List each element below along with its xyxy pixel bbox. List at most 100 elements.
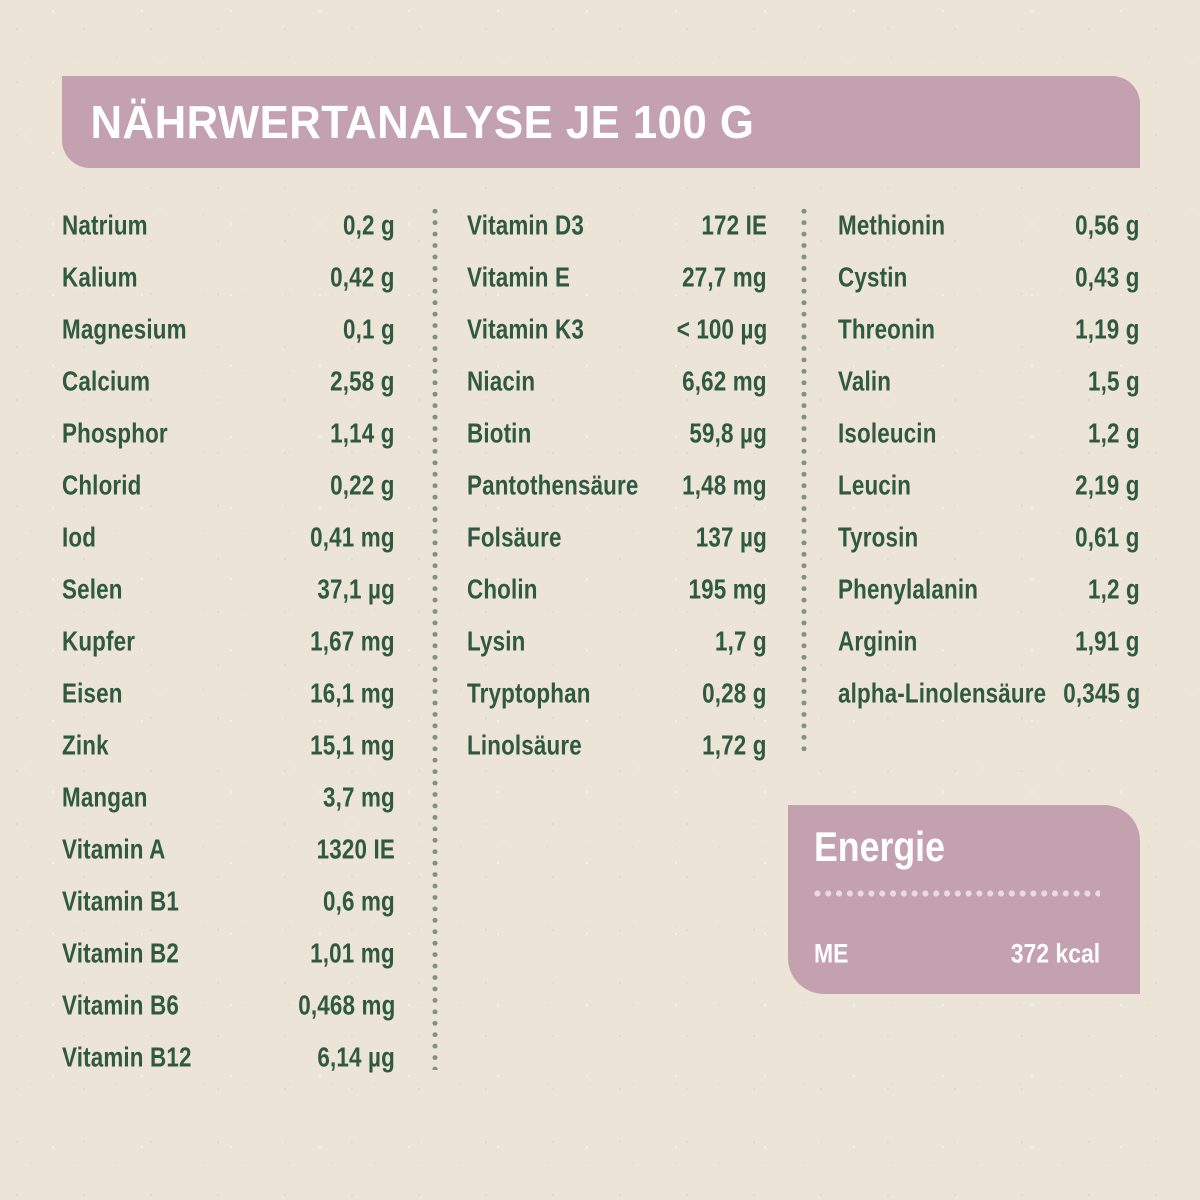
nutrient-name: Threonin [838, 313, 936, 345]
nutrient-value: 1,2 g [1088, 573, 1140, 605]
nutrient-name: Valin [838, 365, 892, 397]
nutrient-name: Chlorid [62, 469, 142, 501]
nutrient-value: 0,61 g [1075, 521, 1140, 553]
energy-row: ME 372 kcal [814, 939, 1100, 969]
nutrient-value: 27,7 mg [682, 261, 767, 293]
table-row: Cystin 0,43 g [838, 252, 1140, 304]
table-row: Niacin 6,62 mg [467, 356, 767, 408]
nutrient-name: Tyrosin [838, 521, 919, 553]
table-row: Kupfer 1,67 mg [62, 616, 395, 668]
table-row: Chlorid 0,22 g [62, 460, 395, 512]
nutrient-value: 0,2 g [343, 209, 395, 241]
nutrient-value: 1,01 mg [310, 937, 395, 969]
nutrient-name: Cholin [467, 573, 538, 605]
table-row: Biotin 59,8 µg [467, 408, 767, 460]
table-row: Vitamin K3 < 100 µg [467, 304, 767, 356]
table-row: Kalium 0,42 g [62, 252, 395, 304]
dotted-separator-1 [432, 208, 438, 1070]
nutrient-value: 0,6 mg [323, 885, 395, 917]
table-row: Isoleucin 1,2 g [838, 408, 1140, 460]
nutrient-name: Vitamin B12 [62, 1041, 192, 1073]
nutrient-name: Linolsäure [467, 729, 582, 761]
table-row: Vitamin B6 0,468 mg [62, 980, 395, 1032]
nutrient-value: 1,67 mg [310, 625, 395, 657]
nutrient-value: 0,1 g [343, 313, 395, 345]
table-row: Pantothensäure 1,48 mg [467, 460, 767, 512]
nutrient-name: Phenylalanin [838, 573, 979, 605]
table-row: Phosphor 1,14 g [62, 408, 395, 460]
nutrient-name: Niacin [467, 365, 536, 397]
nutrient-value: 1,14 g [330, 417, 395, 449]
table-row: Cholin 195 mg [467, 564, 767, 616]
nutrient-name: Vitamin B2 [62, 937, 179, 969]
table-row: Tyrosin 0,61 g [838, 512, 1140, 564]
nutrient-value: 0,22 g [330, 469, 395, 501]
nutrient-value: 6,62 mg [682, 365, 767, 397]
nutrient-value: 0,41 mg [310, 521, 395, 553]
nutrient-column-1: Natrium 0,2 g Kalium 0,42 g Magnesium 0,1 g Ca… [62, 200, 395, 1084]
nutrient-column-2: Vitamin D3 172 IE Vitamin E 27,7 mg Vitamin … [467, 200, 767, 772]
nutrient-value: 137 µg [695, 521, 767, 553]
nutrient-name: Vitamin K3 [467, 313, 584, 345]
table-row: Linolsäure 1,72 g [467, 720, 767, 772]
nutrient-name: Eisen [62, 677, 123, 709]
table-row: Arginin 1,91 g [838, 616, 1140, 668]
nutrient-value: 0,28 g [702, 677, 767, 709]
table-row: Vitamin A 1320 IE [62, 824, 395, 876]
table-row: Vitamin E 27,7 mg [467, 252, 767, 304]
nutrient-value: 2,58 g [330, 365, 395, 397]
nutrient-name: Magnesium [62, 313, 187, 345]
nutrient-value: 0,468 mg [297, 989, 395, 1021]
table-row: Natrium 0,2 g [62, 200, 395, 252]
nutrient-name: Cystin [838, 261, 908, 293]
nutrient-name: Vitamin B1 [62, 885, 179, 917]
table-row: Phenylalanin 1,2 g [838, 564, 1140, 616]
nutrient-name: Biotin [467, 417, 532, 449]
nutrient-name: Tryptophan [467, 677, 591, 709]
nutrient-value: 0,56 g [1075, 209, 1140, 241]
nutrient-value: 37,1 µg [317, 573, 395, 605]
nutrient-value: 1,2 g [1088, 417, 1140, 449]
nutrient-name: Methionin [838, 209, 946, 241]
table-row: Folsäure 137 µg [467, 512, 767, 564]
nutrient-name: Zink [62, 729, 109, 761]
table-row: alpha-Linolensäure 0,345 g [838, 668, 1140, 720]
table-row: Vitamin B1 0,6 mg [62, 876, 395, 928]
table-row: Calcium 2,58 g [62, 356, 395, 408]
table-row: Methionin 0,56 g [838, 200, 1140, 252]
nutrient-value: 16,1 mg [310, 677, 395, 709]
nutrient-value: 1,72 g [702, 729, 767, 761]
nutrient-name: Arginin [838, 625, 918, 657]
nutrient-name: Vitamin E [467, 261, 571, 293]
table-row: Threonin 1,19 g [838, 304, 1140, 356]
table-row: Lysin 1,7 g [467, 616, 767, 668]
nutrient-name: Phosphor [62, 417, 168, 449]
nutrient-value: 3,7 mg [323, 781, 395, 813]
energy-row-label: ME [814, 938, 849, 969]
page-title: NÄHRWERTANALYSE JE 100 G [90, 96, 755, 148]
nutrient-value: 1,91 g [1075, 625, 1140, 657]
nutrient-value: 0,42 g [330, 261, 395, 293]
dotted-separator-2 [801, 208, 807, 757]
nutrient-name: Leucin [838, 469, 912, 501]
table-row: Iod 0,41 mg [62, 512, 395, 564]
nutrient-value: 172 IE [701, 209, 767, 241]
nutrient-name: Kupfer [62, 625, 136, 657]
nutrient-value: 1,5 g [1088, 365, 1140, 397]
table-row: Valin 1,5 g [838, 356, 1140, 408]
nutrient-name: Pantothensäure [467, 469, 639, 501]
energy-row-value: 372 kcal [1010, 938, 1100, 969]
table-row: Eisen 16,1 mg [62, 668, 395, 720]
energy-title: Energie [814, 823, 945, 870]
table-row: Vitamin B2 1,01 mg [62, 928, 395, 980]
nutrient-value: 0,43 g [1075, 261, 1140, 293]
table-row: Zink 15,1 mg [62, 720, 395, 772]
nutrient-value: 1,19 g [1075, 313, 1140, 345]
nutrient-name: Selen [62, 573, 123, 605]
nutrient-name: alpha-Linolensäure [838, 677, 1047, 709]
nutrient-value: 195 mg [688, 573, 767, 605]
nutrient-value: 6,14 µg [317, 1041, 395, 1073]
nutrient-value: 59,8 µg [689, 417, 767, 449]
energy-dotted-divider [814, 890, 1100, 897]
